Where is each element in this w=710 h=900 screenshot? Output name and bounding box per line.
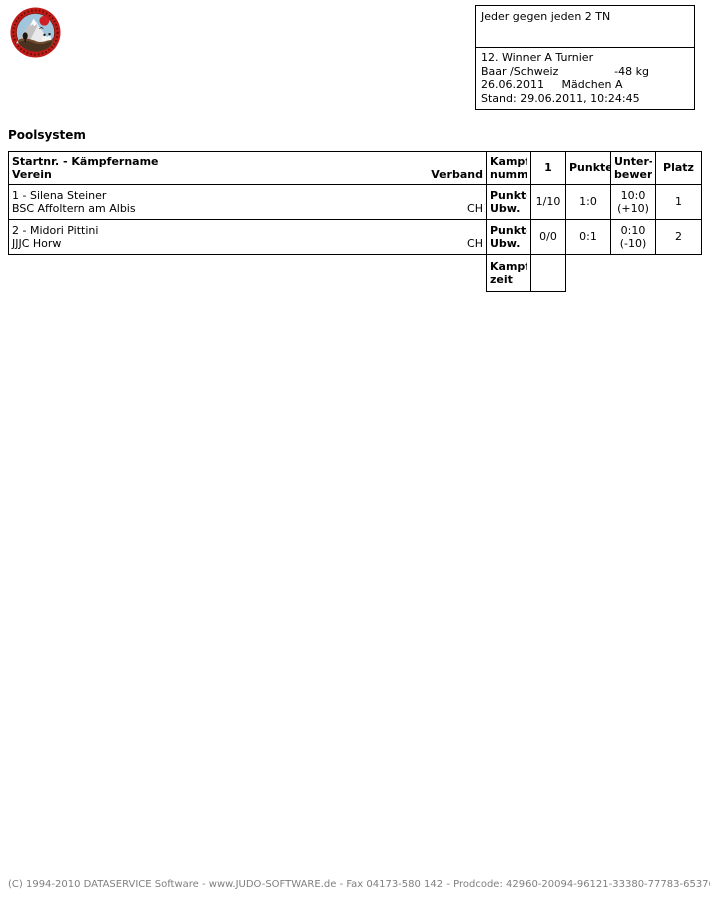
- table-row-fighter-1: 1 - Silena Steiner BSC Affoltern am Albi…: [8, 184, 702, 220]
- header-fighter: Startnr. - Kämpfername Verein Verband: [8, 151, 487, 185]
- fighter-name: 2 - Midori Pittini: [12, 223, 99, 237]
- header-punkte: Punkte: [565, 151, 611, 185]
- fighter-club-line: BSC Affoltern am Albis CH: [12, 202, 483, 216]
- header-round1: 1: [530, 151, 566, 185]
- copyright-footer: (C) 1994-2010 DATASERVICE Software - www…: [8, 879, 710, 890]
- judo-club-emblem-icon: [10, 7, 61, 58]
- fighter-club: BSC Affoltern am Albis: [12, 202, 136, 215]
- header-verband: Verband: [431, 168, 483, 181]
- header-unterbewertung: Unter- bewertg: [610, 151, 656, 185]
- unterbewertung-result: 10:0 (+10): [610, 184, 656, 220]
- header-kampfnummer: Kampf- nummer: [486, 151, 531, 185]
- punkte-result: 1:0: [565, 184, 611, 220]
- tournament-name: 12. Winner A Turnier: [481, 51, 594, 64]
- round1-result: 1/10: [530, 184, 566, 220]
- empty-cell: [611, 255, 656, 292]
- empty-cell: [656, 255, 702, 292]
- empty-cell: [566, 255, 611, 292]
- fighter-cell: 1 - Silena Steiner BSC Affoltern am Albi…: [8, 184, 487, 220]
- tournament-info-box: Jeder gegen jeden 2 TN 12. Winner A Turn…: [475, 5, 695, 110]
- location-weight-line: Baar /Schweiz -48 kg: [481, 65, 689, 79]
- punkte-result: 0:1: [565, 219, 611, 255]
- kampfzeit-label-cell: Kampf- zeit: [486, 254, 531, 292]
- fighter-cell: 2 - Midori Pittini JJJC Horw CH: [8, 219, 487, 255]
- club-logo: [10, 7, 61, 58]
- stand-timestamp: Stand: 29.06.2011, 10:24:45: [481, 91, 640, 105]
- header-verein: Verein: [12, 168, 52, 181]
- row-label-cell: Punkte Ubw.: [486, 219, 531, 255]
- unterbewertung-result: 0:10 (-10): [610, 219, 656, 255]
- kampfzeit-value-cell: [530, 254, 566, 292]
- age-group: Mädchen A: [561, 78, 623, 91]
- fighter-club: JJJC Horw: [12, 237, 62, 250]
- platz-result: 1: [655, 184, 702, 220]
- platz-result: 2: [655, 219, 702, 255]
- fighter-verband: CH: [467, 237, 483, 250]
- weight-class: -48 kg: [614, 64, 649, 78]
- header-platz: Platz: [655, 151, 702, 185]
- fighter-name: 1 - Silena Steiner: [12, 188, 107, 202]
- pool-results-table: Startnr. - Kämpfername Verein Verband Ka…: [8, 151, 702, 292]
- pool-mode-label: Jeder gegen jeden 2 TN: [476, 6, 694, 48]
- empty-cell: [9, 255, 487, 292]
- tournament-location: Baar /Schweiz: [481, 64, 559, 78]
- fighter-club-line: JJJC Horw CH: [12, 237, 483, 251]
- tournament-date: 26.06.2011: [481, 78, 544, 91]
- round1-result: 0/0: [530, 219, 566, 255]
- date-category-line: 26.06.2011 Mädchen A: [481, 78, 689, 92]
- table-header-row: Startnr. - Kämpfername Verein Verband Ka…: [8, 151, 702, 185]
- table-row-kampfzeit: Kampf- zeit: [9, 254, 702, 292]
- section-title: Poolsystem: [8, 128, 86, 142]
- header-fighter-line1: Startnr. - Kämpfername: [12, 154, 159, 168]
- row-label-cell: Punkte Ubw.: [486, 184, 531, 220]
- header-fighter-line2: Verein Verband: [12, 168, 483, 182]
- table-row-fighter-2: 2 - Midori Pittini JJJC Horw CH Punkte U…: [8, 219, 702, 255]
- tournament-details: 12. Winner A Turnier Baar /Schweiz -48 k…: [476, 48, 694, 109]
- fighter-verband: CH: [467, 202, 483, 215]
